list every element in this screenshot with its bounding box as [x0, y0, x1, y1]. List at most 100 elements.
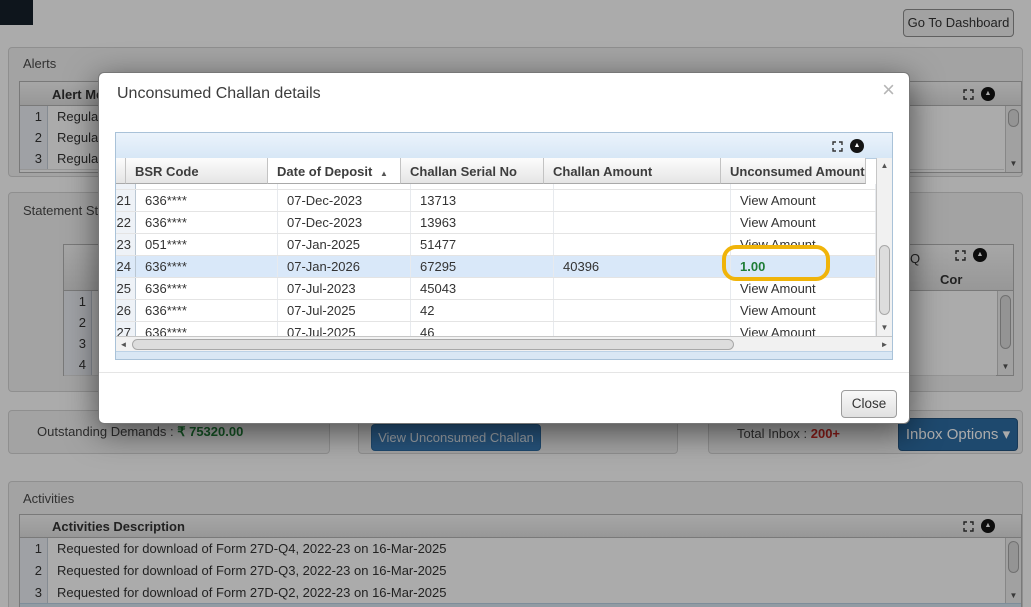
statement-vertical-scrollbar[interactable]: ▼ — [997, 291, 1013, 375]
amount-cell — [554, 278, 731, 299]
view-amount-link[interactable]: View Amount — [731, 190, 876, 211]
alerts-vertical-scrollbar[interactable]: ▼ — [1005, 106, 1021, 172]
activities-vertical-scrollbar[interactable]: ▼ — [1005, 538, 1021, 604]
modal-footer-divider — [99, 372, 909, 373]
row-number: 3 — [20, 148, 48, 169]
scrollbar-thumb[interactable] — [132, 339, 734, 350]
grid-bottom-strip — [116, 351, 892, 359]
scroll-up-arrow[interactable]: ▲ — [880, 161, 889, 170]
activities-grid-header: Activities Description ▲ — [20, 515, 1021, 538]
challan-grid-vertical-scrollbar[interactable]: ▲ ▼ — [876, 158, 892, 336]
view-amount-link[interactable]: View Amount — [731, 278, 876, 299]
scrollbar-thumb[interactable] — [1008, 541, 1019, 573]
scroll-left-arrow[interactable]: ◄ — [119, 340, 128, 349]
grid-bottom-strip — [20, 603, 1021, 607]
amount-cell — [554, 322, 731, 343]
statement-col-header-fragment: Cor — [940, 272, 963, 287]
view-unconsumed-challan-button[interactable]: View Unconsumed Challan — [371, 424, 541, 451]
col-header-date-of-deposit[interactable]: Date of Deposit ▲ — [268, 158, 401, 184]
expand-icon[interactable] — [963, 88, 974, 100]
expand-icon[interactable] — [963, 520, 974, 532]
serial-cell: 13963 — [411, 212, 554, 233]
unconsumed-amount-value: 1.00 — [731, 256, 876, 277]
row-number: 21 — [116, 190, 136, 211]
row-number: 22 — [116, 212, 136, 233]
challan-row[interactable]: 21 636**** 07-Dec-2023 13713 View Amount — [116, 190, 876, 212]
collapse-icon[interactable]: ▲ — [850, 139, 864, 153]
close-button[interactable]: Close — [841, 390, 897, 418]
inbox-options-label: Inbox Options — [905, 426, 999, 443]
sort-asc-icon: ▲ — [379, 169, 388, 178]
modal-close-icon[interactable]: × — [882, 77, 895, 102]
challan-row[interactable]: 26 636**** 07-Jul-2025 42 View Amount — [116, 300, 876, 322]
scroll-down-arrow[interactable]: ▼ — [880, 323, 889, 332]
scroll-down-arrow[interactable]: ▼ — [1009, 591, 1018, 600]
col-header-bsr-code[interactable]: BSR Code — [126, 158, 268, 184]
row-number: 23 — [116, 234, 136, 255]
date-cell: 07-Dec-2023 — [278, 212, 411, 233]
collapse-icon[interactable]: ▲ — [981, 87, 995, 101]
statement-status-title: Statement Stat — [23, 203, 109, 218]
activities-title: Activities — [23, 491, 75, 506]
collapse-icon[interactable]: ▲ — [973, 248, 987, 262]
expand-icon[interactable] — [832, 140, 843, 152]
scroll-down-arrow[interactable]: ▼ — [1001, 362, 1010, 371]
amount-cell — [554, 300, 731, 321]
view-amount-link[interactable]: View Amount — [731, 300, 876, 321]
bsr-code-cell: 051**** — [136, 234, 278, 255]
expand-icon[interactable] — [955, 249, 966, 261]
collapse-icon[interactable]: ▲ — [981, 519, 995, 533]
challan-row-selected[interactable]: 24 636**** 07-Jan-2026 67295 40396 1.00 — [116, 256, 876, 278]
challan-row[interactable]: 25 636**** 07-Jul-2023 45043 View Amount — [116, 278, 876, 300]
modal-title: Unconsumed Challan details — [117, 85, 321, 102]
total-inbox-count: 200+ — [810, 426, 841, 441]
challan-row[interactable]: 22 636**** 07-Dec-2023 13963 View Amount — [116, 212, 876, 234]
scrollbar-thumb[interactable] — [879, 245, 890, 315]
inbox-options-button[interactable]: Inbox Options ▾ — [898, 418, 1018, 451]
date-cell: 07-Dec-2023 — [278, 190, 411, 211]
outstanding-demands-amount: ₹ 75320.00 — [177, 424, 244, 439]
activity-description: Requested for download of Form 27D-Q4, 2… — [57, 541, 447, 556]
go-to-dashboard-button[interactable]: Go To Dashboard — [903, 9, 1014, 37]
row-number: 24 — [116, 256, 136, 277]
scrollbar-thumb[interactable] — [1008, 109, 1019, 127]
serial-cell: 67295 — [411, 256, 554, 277]
highlight-annotation-ring — [722, 245, 830, 281]
alerts-title: Alerts — [23, 56, 57, 71]
col-header-unconsumed-amount[interactable]: Unconsumed Amount — [721, 158, 866, 184]
date-cell: 07-Jul-2023 — [278, 278, 411, 299]
row-number: 1 — [20, 106, 48, 127]
challan-row[interactable]: 23 051**** 07-Jan-2025 51477 View Amount — [116, 234, 876, 256]
amount-cell: 40396 — [554, 256, 731, 277]
serial-cell: 13713 — [411, 190, 554, 211]
scroll-down-arrow[interactable]: ▼ — [1009, 159, 1018, 168]
scroll-right-arrow[interactable]: ► — [880, 340, 889, 349]
caret-down-icon: ▾ — [1002, 426, 1011, 443]
outstanding-demands-label: Outstanding Demands : — [37, 424, 174, 439]
row-number: 1 — [20, 538, 48, 560]
activities-grid: Activities Description ▲ 1 Requested for… — [19, 514, 1022, 607]
row-number: 2 — [20, 127, 48, 148]
date-cell: 07-Jan-2026 — [278, 256, 411, 277]
serial-cell: 45043 — [411, 278, 554, 299]
activity-description: Requested for download of Form 27D-Q2, 2… — [57, 585, 447, 600]
row-number: 2 — [64, 312, 92, 333]
amount-cell — [554, 212, 731, 233]
view-amount-link[interactable]: View Amount — [731, 212, 876, 233]
challan-grid-header-row: BSR Code Date of Deposit ▲ Challan Seria… — [116, 158, 866, 184]
challan-grid-horizontal-scrollbar[interactable]: ◄ ► — [116, 336, 892, 352]
statement-header-fragment: Q — [910, 251, 921, 266]
activity-description: Requested for download of Form 27D-Q3, 2… — [57, 563, 447, 578]
date-cell: 07-Jul-2025 — [278, 300, 411, 321]
serial-cell: 42 — [411, 300, 554, 321]
scrollbar-thumb[interactable] — [1000, 295, 1011, 349]
activities-col-header: Activities Description — [52, 519, 185, 534]
col-header-challan-amount[interactable]: Challan Amount — [544, 158, 721, 184]
col-header-challan-serial-no[interactable]: Challan Serial No — [401, 158, 544, 184]
row-number: 2 — [20, 560, 48, 582]
bsr-code-cell: 636**** — [136, 190, 278, 211]
total-inbox-label: Total Inbox : — [737, 426, 808, 441]
corner-brand-block — [0, 0, 33, 25]
col-header-label: Date of Deposit — [277, 164, 373, 179]
